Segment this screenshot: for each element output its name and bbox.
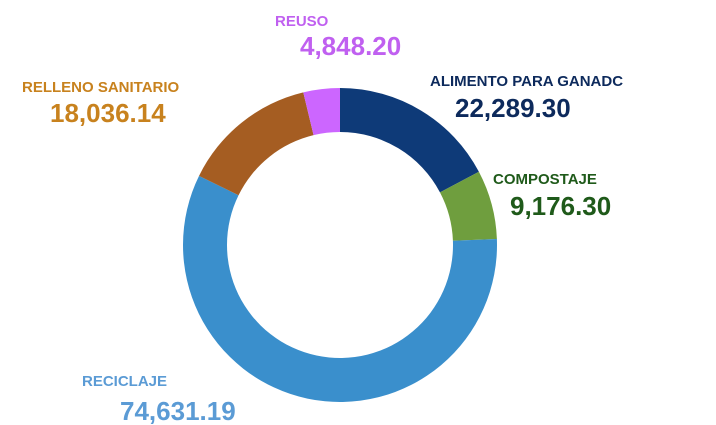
slice-value: 9,176.30 [510, 191, 611, 221]
slice-value: 18,036.14 [50, 98, 166, 128]
donut-slice [439, 171, 497, 241]
donut-slice [303, 88, 340, 136]
slice-name: RELLENO SANITARIO [22, 79, 180, 96]
slice-name: ALIMENTO PARA GANADC [430, 73, 623, 90]
slice-value: 4,848.20 [300, 31, 401, 61]
slice-value: 74,631.19 [120, 396, 236, 425]
donut-slice [340, 88, 479, 193]
slice-name: RECICLAJE [82, 373, 167, 390]
slice-value: 22,289.30 [455, 93, 571, 123]
donut-slice [199, 92, 314, 196]
slice-name: COMPOSTAJE [493, 171, 597, 188]
donut-slice [183, 175, 498, 402]
slice-name: REUSO [275, 13, 329, 30]
